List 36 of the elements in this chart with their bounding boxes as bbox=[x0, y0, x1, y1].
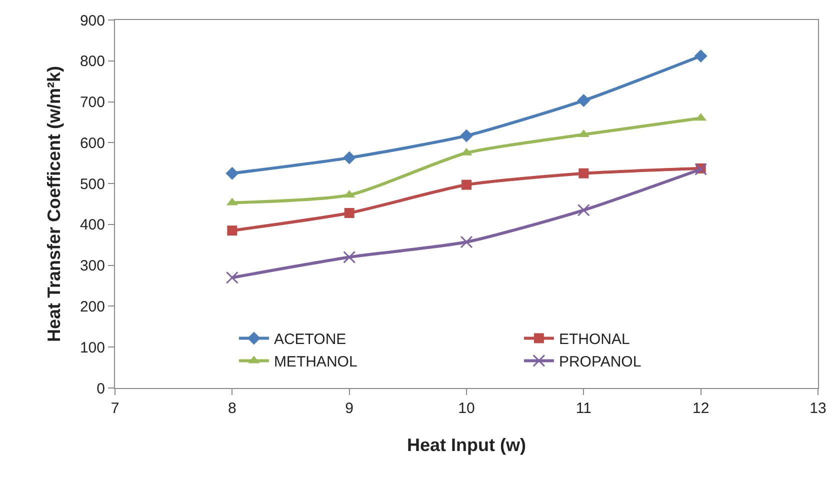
y-tick-label: 600 bbox=[80, 134, 105, 152]
y-tick-label: 100 bbox=[80, 339, 105, 356]
point bbox=[342, 151, 356, 164]
point bbox=[577, 94, 590, 108]
x-tick-label: 7 bbox=[110, 400, 120, 417]
point bbox=[226, 271, 238, 284]
y-tick-label: 0 bbox=[96, 380, 105, 398]
y-tick-label: 800 bbox=[80, 53, 105, 70]
point bbox=[462, 180, 472, 190]
y-axis-title: Heat Transfer Coefficent (w/m²k) bbox=[44, 66, 64, 342]
point bbox=[226, 166, 239, 180]
point bbox=[460, 129, 473, 142]
y-tick-label: 400 bbox=[80, 216, 105, 234]
legend-label: ETHONAL bbox=[558, 331, 630, 348]
point bbox=[344, 208, 354, 218]
legend-label: ACETONE bbox=[274, 331, 346, 348]
y-tick-label: 300 bbox=[80, 258, 105, 275]
point bbox=[227, 226, 238, 236]
x-tick-label: 13 bbox=[810, 400, 826, 417]
point bbox=[460, 236, 473, 248]
y-tick-label: 200 bbox=[80, 298, 105, 316]
point bbox=[578, 168, 589, 178]
legend-label: METHANOL bbox=[274, 354, 358, 371]
x-tick-label: 11 bbox=[576, 400, 592, 417]
point bbox=[343, 250, 356, 264]
x-tick-label: 8 bbox=[228, 400, 236, 417]
x-axis-title: Heat Input (w) bbox=[407, 435, 526, 456]
y-tick-label: 700 bbox=[80, 94, 105, 112]
point bbox=[577, 204, 590, 216]
x-tick-label: 12 bbox=[692, 400, 710, 417]
x-tick-label: 9 bbox=[345, 400, 354, 417]
x-tick-label: 10 bbox=[458, 400, 475, 417]
point bbox=[694, 49, 708, 62]
legend-label: PROPANOL bbox=[558, 354, 642, 371]
y-tick-label: 500 bbox=[80, 176, 105, 193]
y-tick-label: 900 bbox=[80, 12, 105, 30]
